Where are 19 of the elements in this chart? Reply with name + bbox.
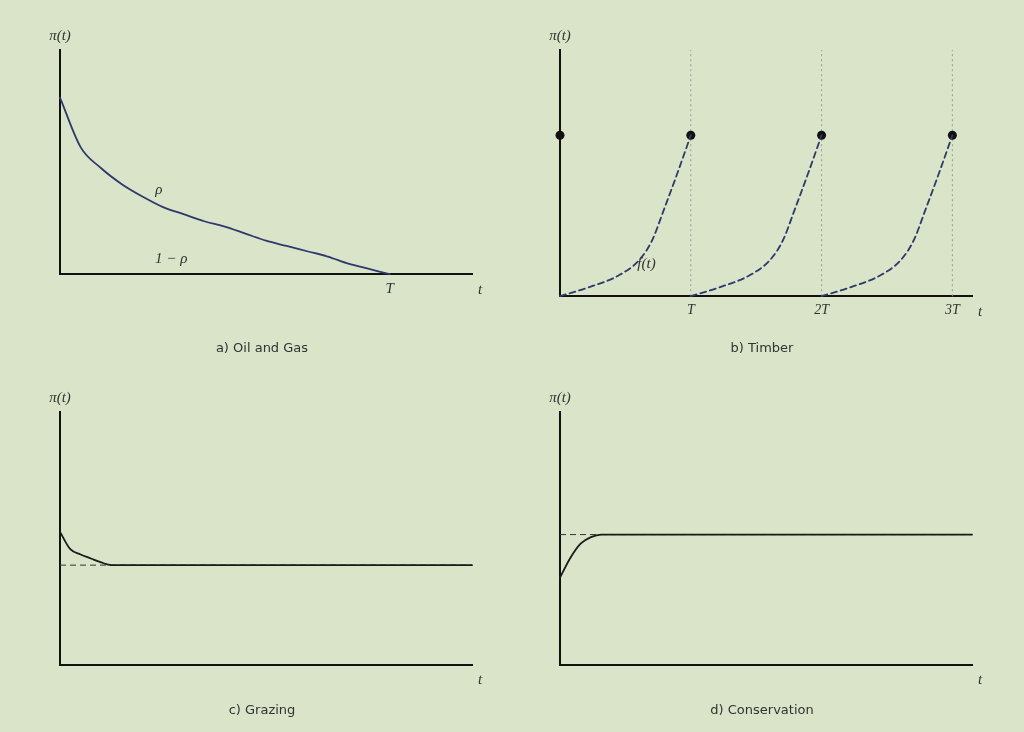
- annotation: ρ: [154, 181, 163, 198]
- text: b) Timber: [729, 340, 795, 355]
- annotation: 1 − ρ: [155, 249, 188, 266]
- x-axis-title: t: [478, 671, 483, 688]
- y-axis-title: π(t): [549, 27, 571, 45]
- text: a) Oil and Gas: [214, 340, 310, 355]
- y-axis-title: π(t): [549, 389, 571, 407]
- text: d) Conservation: [709, 702, 815, 717]
- y-axis-title: π(t): [49, 27, 71, 45]
- annotation: f(t): [637, 255, 656, 273]
- text: c) Grazing: [227, 702, 297, 717]
- x-tick-label: 2T: [814, 302, 831, 318]
- x-tick-label: 3T: [943, 302, 961, 318]
- x-axis-title: t: [978, 671, 983, 688]
- y-axis-title: π(t): [49, 389, 71, 407]
- text: T: [385, 280, 396, 297]
- x-axis-title: t: [478, 280, 483, 297]
- x-axis-title: t: [978, 302, 983, 319]
- x-tick-label: T: [686, 302, 696, 318]
